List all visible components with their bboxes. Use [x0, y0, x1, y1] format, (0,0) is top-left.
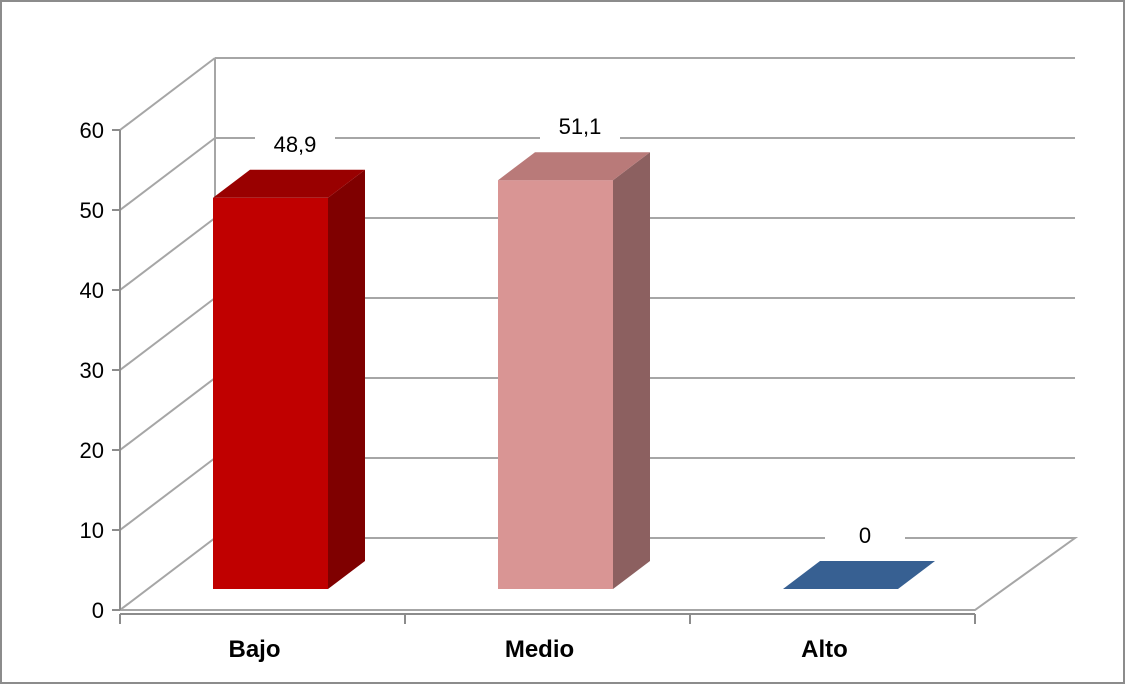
y-axis-ticks: 0 10 20 30 40 50 60	[80, 118, 120, 623]
data-label-bg	[540, 112, 620, 143]
bar-front	[498, 180, 613, 589]
x-category-label: Medio	[505, 636, 574, 663]
y-tick-label: 10	[80, 518, 104, 543]
y-tick-label: 20	[80, 438, 104, 463]
gridline-side	[119, 217, 216, 291]
gridline-side	[119, 297, 216, 371]
data-label: 48,9	[274, 132, 317, 157]
x-category-label: Alto	[801, 636, 848, 663]
bar-top	[498, 152, 650, 181]
bar-side	[328, 169, 365, 590]
gridline-side	[119, 137, 216, 211]
bar-top	[783, 561, 935, 589]
y-tick-label: 50	[80, 198, 104, 223]
bar-bajo: 48,9	[213, 129, 365, 590]
gridline-side	[119, 377, 216, 451]
x-category-label: Bajo	[228, 636, 280, 663]
data-label-bg	[825, 521, 905, 551]
y-tick-label: 40	[80, 278, 104, 303]
gridline-side	[119, 57, 216, 131]
bar-front	[213, 197, 328, 590]
data-label: 51,1	[559, 114, 602, 139]
bar-top	[213, 169, 365, 198]
data-label-bg	[255, 129, 335, 160]
bar-medio: 51,1	[498, 112, 650, 589]
bar-alto: 0	[783, 521, 935, 589]
x-axis-labels: Bajo Medio Alto	[228, 636, 847, 663]
gridline-side	[119, 457, 216, 531]
y-tick-label: 30	[80, 358, 104, 383]
data-label: 0	[859, 523, 871, 548]
y-tick-label: 60	[80, 118, 104, 143]
bars: 48,9 51,1 0	[213, 112, 935, 590]
bar-side	[613, 152, 650, 589]
y-tick-label: 0	[92, 598, 104, 623]
